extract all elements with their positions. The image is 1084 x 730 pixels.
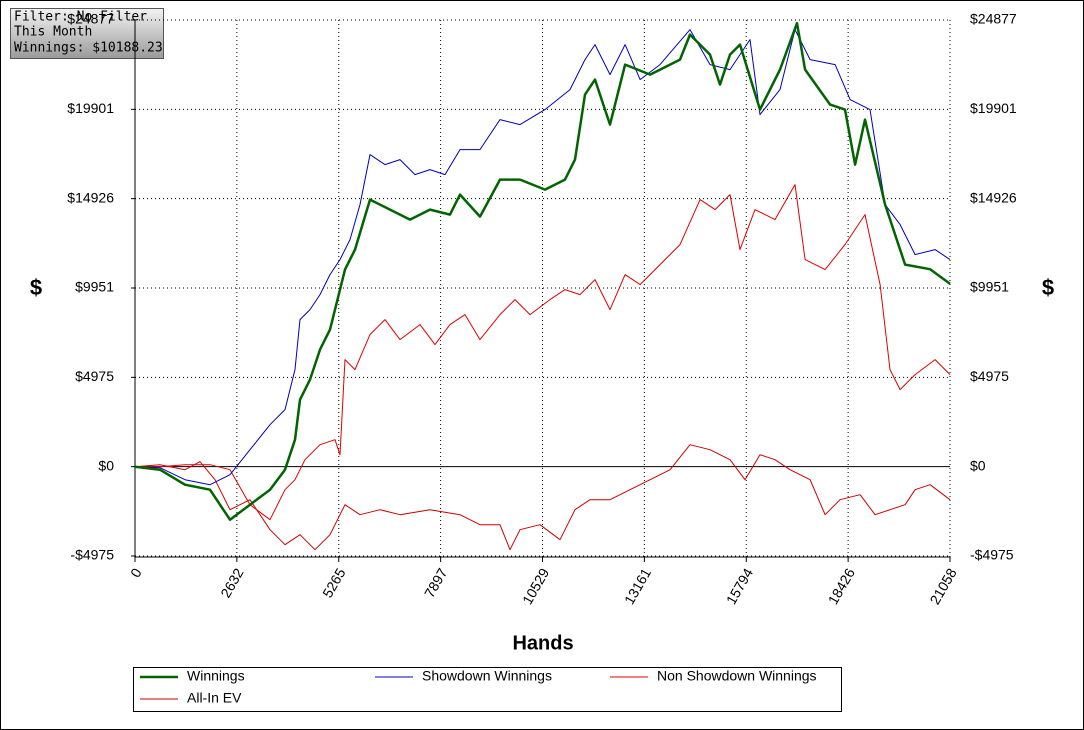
legend-label: All-In EV [187, 690, 242, 706]
y-axis-label: $ [30, 275, 42, 300]
y2-tick-label: $0 [970, 457, 986, 473]
x-axis-label: Hands [512, 632, 573, 654]
annotation: This Month [14, 25, 92, 40]
legend-label: Non Showdown Winnings [657, 668, 817, 684]
line [134, 29, 951, 486]
y-tick-label: -$4975 [70, 547, 114, 563]
y-tick-label: $0 [98, 457, 114, 473]
y2-tick-label: $19901 [970, 100, 1017, 116]
legend-label: Showdown Winnings [422, 668, 552, 684]
y-tick-label: $24877 [67, 11, 114, 27]
y2-tick-label: $9951 [970, 279, 1009, 295]
legend [133, 667, 842, 712]
line [134, 21, 951, 521]
annotation: Filter: No Filter [14, 10, 147, 25]
legend-label: Winnings [187, 668, 245, 684]
y-tick-label: $19901 [67, 100, 114, 116]
line [135, 184, 951, 521]
y-tick-label: $9951 [75, 279, 114, 295]
y-tick-label: $14926 [67, 189, 114, 205]
info-box [10, 8, 164, 59]
y-tick-label: $4975 [75, 368, 114, 384]
y2-axis-label: $ [1042, 275, 1054, 300]
y2-tick-label: $4975 [970, 368, 1009, 384]
line [134, 444, 951, 551]
y2-tick-label: $24877 [970, 11, 1017, 27]
y2-tick-label: -$4975 [970, 547, 1014, 563]
info: Filter: No Filter This Month Winnings: $… [14, 10, 163, 56]
y2-tick-label: $14926 [970, 189, 1017, 205]
annotation: Winnings: $10188.23 [14, 41, 163, 56]
